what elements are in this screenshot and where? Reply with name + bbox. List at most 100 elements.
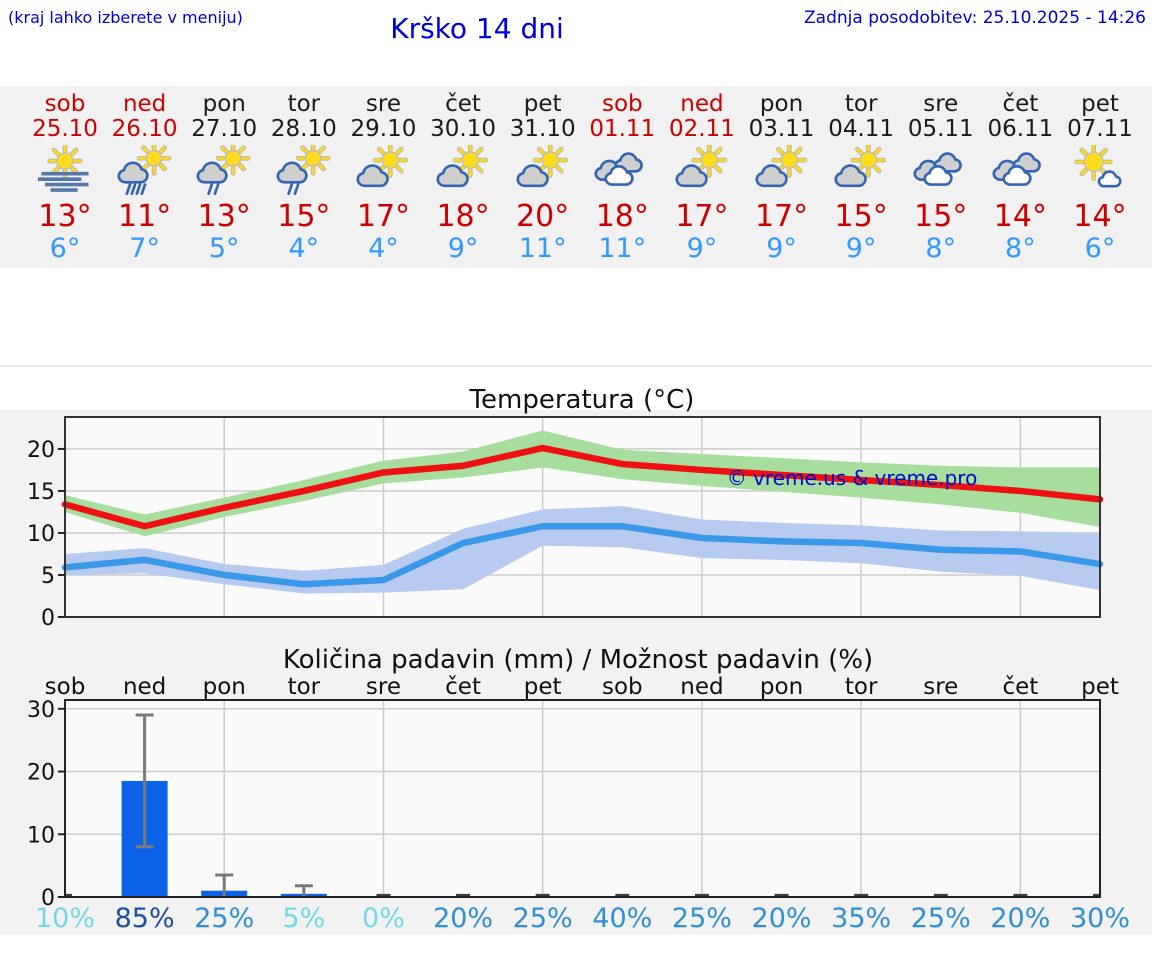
partly-cloudy-icon [834, 142, 887, 188]
weather-icon [582, 145, 662, 201]
day-name: ned [680, 91, 724, 117]
forecast-day-column: sre 05.11 15° 8° [901, 86, 981, 264]
tmax-label: 15° [834, 199, 888, 234]
y-tick-label: 15 [27, 480, 55, 505]
tmin-label: 8° [925, 233, 957, 264]
day-date: 31.10 [509, 116, 576, 142]
forecast-day-column: sob 01.11 18° 11° [582, 86, 662, 264]
weather-icon [105, 141, 185, 201]
weather-icon [264, 141, 344, 201]
partly-cloudy-icon [675, 142, 727, 188]
day-name: pet [1081, 91, 1119, 117]
forecast-day-column: pet 07.11 14° 6° [1060, 86, 1140, 264]
tmin-label: 8° [1005, 233, 1036, 264]
precip-probability-label: 20% [990, 903, 1050, 934]
tmin-label: 5° [208, 233, 240, 264]
day-date: 25.10 [32, 116, 98, 142]
tmax-label: 11° [118, 199, 172, 234]
precip-day-label: pet [1081, 674, 1119, 700]
cloudy-icon [594, 152, 644, 186]
precip-day-label: tor [845, 674, 878, 700]
day-date: 26.10 [111, 116, 178, 142]
day-name: sob [44, 91, 86, 117]
tmin-label: 6° [49, 233, 81, 264]
weather-icon [980, 145, 1060, 201]
day-date: 29.10 [350, 116, 417, 142]
forecast-day-column: čet 30.10 18° 9° [423, 86, 503, 264]
page-title: Krško 14 dni [390, 12, 564, 45]
tmin-label: 9° [447, 233, 479, 264]
day-date: 04.11 [828, 116, 895, 142]
forecast-day-column: pon 03.11 17° 9° [742, 86, 822, 264]
forecast-day-column: tor 04.11 15° 9° [821, 86, 901, 264]
weather-icon [901, 145, 981, 201]
tmin-label: 11° [518, 233, 567, 264]
tmin-label: 9° [845, 233, 877, 264]
tmin-label: 9° [686, 233, 718, 264]
precip-probability-label: 20% [752, 903, 812, 934]
tmin-label: 4° [288, 233, 320, 264]
partly-cloudy-icon [754, 142, 807, 188]
precip-probability-label: 30% [1070, 903, 1130, 934]
tmax-label: 14° [1073, 199, 1127, 234]
tmin-label: 4° [368, 233, 399, 264]
max-temp-line [61, 444, 1104, 530]
day-name: pet [523, 91, 562, 117]
precip-day-label: sob [602, 674, 643, 700]
forecast-day-column: sob 25.10 13° 6° [25, 86, 105, 264]
forecast-day-column: sre 29.10 17° 4° [343, 86, 423, 264]
tmax-label: 15° [914, 199, 968, 234]
precip-day-label: čet [445, 674, 481, 700]
precip-probability-label: 20% [433, 903, 493, 934]
day-name: tor [844, 91, 878, 117]
weather-icon [662, 142, 742, 201]
weather-icon [25, 143, 105, 201]
partly-cloudy-icon [516, 142, 568, 188]
tmax-label: 20° [516, 199, 570, 234]
weather-icon [343, 142, 423, 201]
watermark-link: © vreme.us & vreme.pro [727, 466, 978, 490]
day-name: ned [122, 91, 167, 117]
precip-day-label: tor [288, 674, 321, 700]
precip-day-label: sre [366, 674, 401, 700]
separator-line [0, 365, 1152, 367]
day-name: čet [1002, 91, 1039, 117]
cloudy-icon [992, 152, 1042, 186]
sun-light-rain-icon [276, 141, 331, 196]
forecast-day-column: pon 27.10 13° 5° [184, 86, 264, 264]
day-date: 06.11 [987, 116, 1054, 142]
tmax-label: 13° [197, 199, 251, 234]
precip-day-label: čet [1002, 674, 1038, 700]
tmax-label: 13° [38, 199, 92, 234]
tmax-label: 18° [436, 199, 490, 234]
day-name: tor [287, 91, 321, 117]
day-name: pon [759, 91, 804, 117]
tmax-label: 17° [754, 199, 809, 234]
precip-probability-label: 25% [911, 903, 971, 934]
day-date: 27.10 [191, 116, 258, 142]
precip-day-label: ned [680, 674, 723, 700]
tmin-label: 11° [598, 233, 647, 264]
precip-probability-label: 25% [672, 903, 732, 934]
day-date: 03.11 [748, 116, 815, 142]
sun-light-rain-icon [196, 141, 251, 196]
min-temp-range-band [65, 506, 1100, 594]
precip-probability-label: 25% [194, 903, 254, 934]
precip-probability-label: 35% [831, 903, 891, 934]
y-tick-label: 0 [41, 606, 55, 631]
y-tick-label: 20 [27, 761, 55, 786]
forecast-day-column: ned 26.10 11° 7° [105, 86, 185, 264]
partly-cloudy-icon [356, 142, 409, 188]
precip-day-label: pon [203, 674, 246, 700]
day-name: pon [202, 91, 246, 117]
weather-icon [423, 142, 503, 201]
precip-plot-border [64, 699, 1101, 898]
day-date: 07.11 [1067, 116, 1133, 142]
tmax-label: 14° [993, 199, 1047, 234]
precip-day-label: sre [923, 674, 958, 700]
y-tick-label: 0 [41, 886, 55, 911]
forecast-day-column: čet 06.11 14° 8° [980, 86, 1060, 264]
precip-day-label: ned [123, 674, 166, 700]
precip-probability-label: 85% [115, 903, 175, 934]
